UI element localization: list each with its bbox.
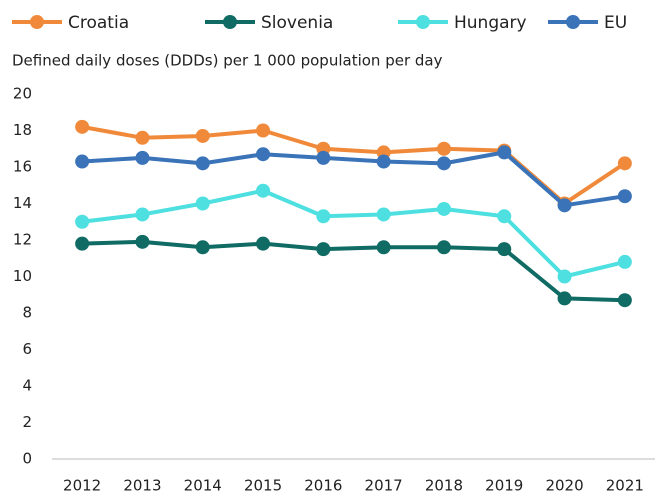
series-line xyxy=(82,239,625,303)
data-point xyxy=(436,201,451,216)
data-point xyxy=(256,183,271,198)
data-point xyxy=(617,293,632,308)
x-tick-label: 2013 xyxy=(123,477,161,492)
data-point xyxy=(557,291,572,306)
legend-marker xyxy=(416,15,430,29)
y-tick-label: 10 xyxy=(13,267,32,285)
x-tick-label: 2021 xyxy=(606,477,644,492)
data-point xyxy=(75,119,90,134)
data-point xyxy=(135,150,150,165)
data-point xyxy=(376,240,391,255)
series-line xyxy=(82,150,626,208)
data-point xyxy=(376,154,391,169)
data-point xyxy=(436,141,451,156)
data-point xyxy=(557,269,572,284)
y-tick-label: 2 xyxy=(22,413,32,431)
x-tick-label: 2019 xyxy=(485,477,523,492)
series-line xyxy=(81,188,626,279)
data-point xyxy=(316,150,331,165)
x-tick-label: 2014 xyxy=(184,477,222,492)
legend-label: Slovenia xyxy=(261,13,333,33)
data-point xyxy=(135,234,150,249)
data-point xyxy=(195,240,210,255)
y-tick-label: 0 xyxy=(22,450,32,468)
data-point xyxy=(497,242,512,257)
y-tick-label: 4 xyxy=(22,377,32,395)
x-tick-label: 2020 xyxy=(545,477,583,492)
data-point xyxy=(617,156,632,171)
data-point xyxy=(195,196,210,211)
data-point xyxy=(256,236,271,251)
data-point xyxy=(195,128,210,143)
data-point xyxy=(195,156,210,171)
data-point xyxy=(316,242,331,257)
legend-label: Croatia xyxy=(68,13,129,33)
legend-marker xyxy=(30,15,44,29)
data-point xyxy=(75,214,90,229)
data-point xyxy=(75,236,90,251)
data-point xyxy=(436,240,451,255)
x-tick-label: 2012 xyxy=(63,477,101,492)
y-tick-label: 6 xyxy=(22,340,32,358)
data-point xyxy=(617,254,632,269)
y-tick-label: 18 xyxy=(13,121,32,139)
data-point xyxy=(135,207,150,222)
data-point xyxy=(256,147,271,162)
x-tick-label: 2015 xyxy=(244,477,282,492)
data-point xyxy=(256,123,271,138)
legend-label: EU xyxy=(604,13,627,33)
y-tick-label: 8 xyxy=(22,304,32,322)
data-point xyxy=(75,154,90,169)
legend-marker xyxy=(223,15,237,29)
x-tick-label: 2016 xyxy=(304,477,342,492)
data-point xyxy=(497,145,512,160)
y-axis-label: Defined daily doses (DDDs) per 1 000 pop… xyxy=(12,52,443,70)
legend-marker xyxy=(566,15,580,29)
x-tick-label: 2018 xyxy=(425,477,463,492)
series-line xyxy=(81,124,626,206)
y-tick-label: 20 xyxy=(13,85,32,103)
data-point xyxy=(557,198,572,213)
data-point xyxy=(316,209,331,224)
data-point xyxy=(436,156,451,171)
data-point xyxy=(376,207,391,222)
y-tick-label: 16 xyxy=(13,158,32,176)
data-point xyxy=(617,189,632,204)
legend-label: Hungary xyxy=(454,13,527,33)
data-point xyxy=(497,209,512,224)
x-tick-label: 2017 xyxy=(365,477,403,492)
y-tick-label: 14 xyxy=(13,194,32,212)
y-tick-label: 12 xyxy=(13,231,32,249)
data-point xyxy=(135,130,150,145)
